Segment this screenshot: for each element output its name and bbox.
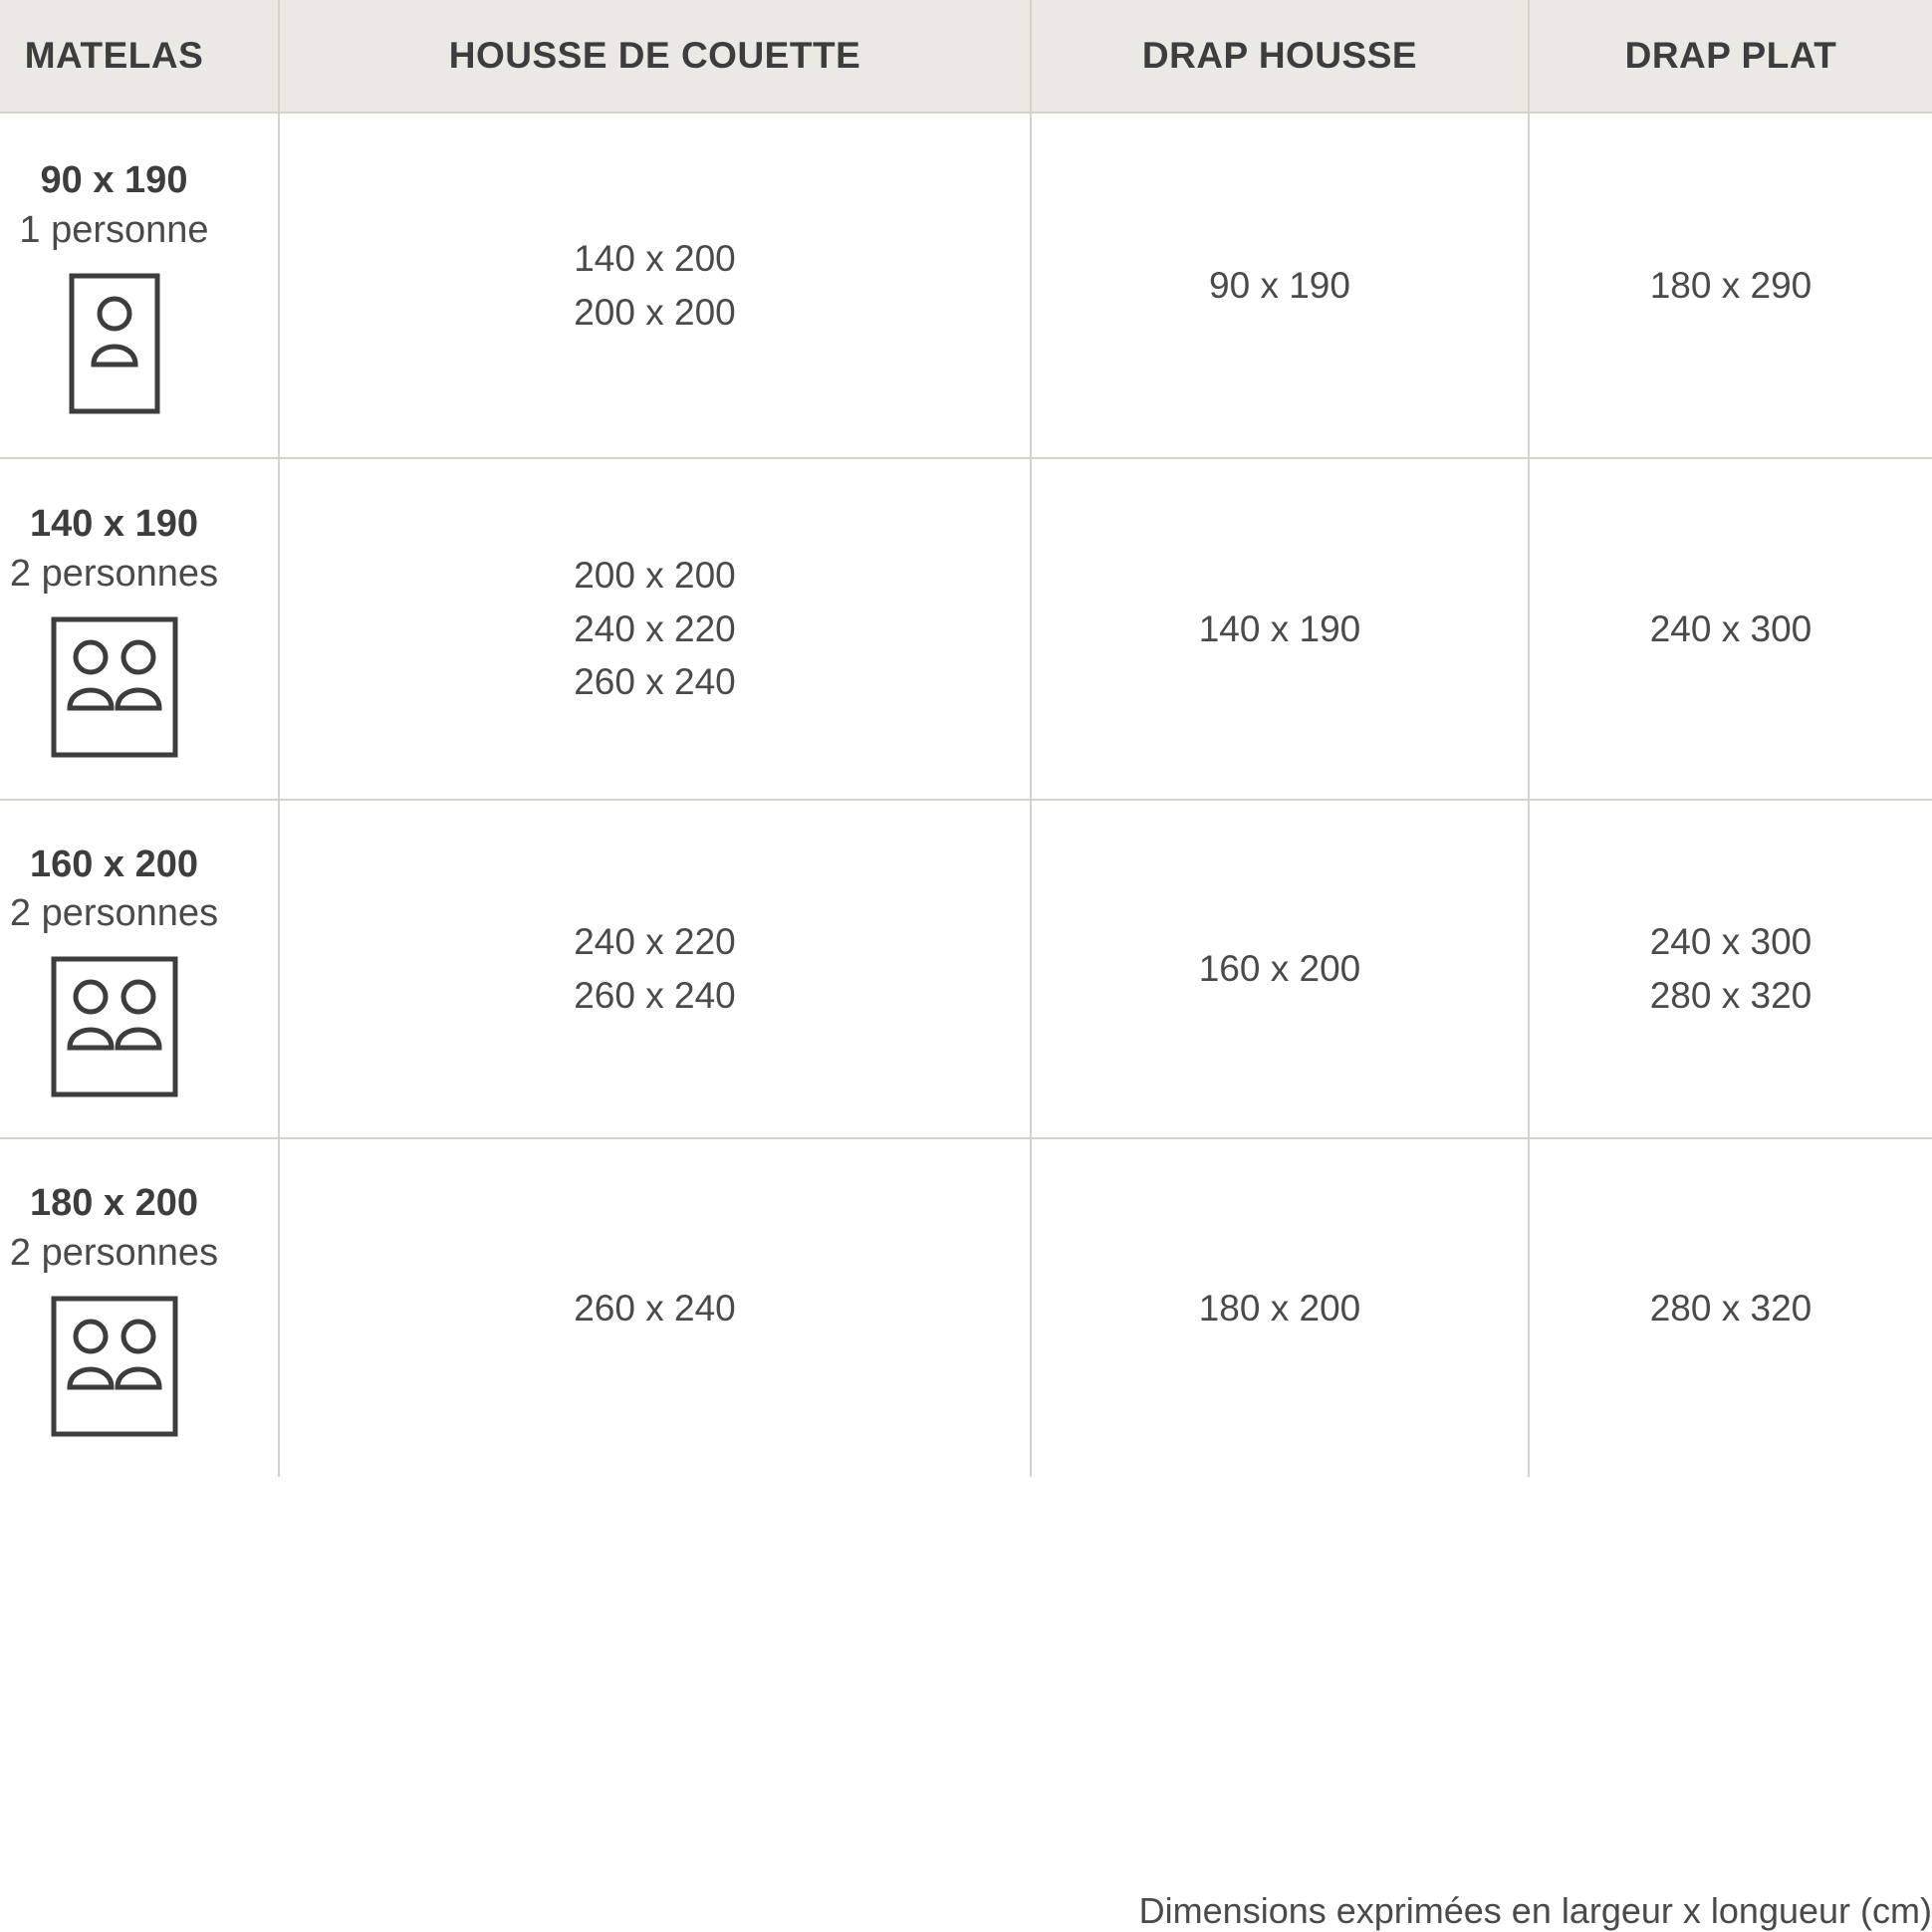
- dimension-value: 140 x 200: [574, 237, 736, 279]
- drap-plat-cell: 240 x 300: [1529, 457, 1932, 800]
- dimension-value: 280 x 320: [1649, 1287, 1812, 1328]
- matelas-cell: 140 x 190 2 personnes: [0, 457, 280, 800]
- dimension-list: 200 x 200 240 x 220 260 x 240: [290, 549, 1020, 709]
- dimension-list: 140 x 190: [1042, 603, 1518, 656]
- matelas-cell: 160 x 200 2 personnes: [0, 799, 280, 1138]
- dimension-value: 240 x 300: [1649, 607, 1812, 649]
- column-header-drap-housse: DRAP HOUSSE: [1031, 0, 1530, 113]
- table-row: 140 x 190 2 personnes 200 x 200 240 x 22…: [0, 457, 1932, 800]
- dimension-value: 140 x 190: [1198, 607, 1361, 649]
- drap-housse-cell: 180 x 200: [1031, 1137, 1530, 1477]
- dimension-list: 280 x 320: [1540, 1282, 1922, 1335]
- drap-housse-cell: 160 x 200: [1031, 799, 1530, 1138]
- dimension-value: 90 x 190: [1209, 264, 1350, 306]
- dimension-value: 240 x 220: [574, 607, 736, 649]
- housse-de-couette-cell: 260 x 240: [279, 1137, 1032, 1477]
- matelas-cell: 90 x 190 1 personne: [0, 112, 280, 458]
- dimension-list: 140 x 200 200 x 200: [290, 232, 1020, 339]
- dimension-list: 240 x 300 280 x 320: [1540, 915, 1922, 1022]
- dimension-list: 160 x 200: [1042, 942, 1518, 996]
- dimension-value: 260 x 240: [574, 975, 736, 1016]
- double-bed-icon: [51, 956, 177, 1097]
- size-comparison-table: MATELAS HOUSSE DE COUETTE DRAP HOUSSE DR…: [0, 0, 1932, 1477]
- housse-de-couette-cell: 200 x 200 240 x 220 260 x 240: [279, 457, 1032, 800]
- matelas-cell: 180 x 200 2 personnes: [0, 1137, 280, 1477]
- matelas-size-label: 180 x 200: [29, 1182, 199, 1225]
- matelas-size-label: 90 x 190: [40, 159, 188, 202]
- dimension-list: 240 x 220 260 x 240: [290, 915, 1020, 1022]
- column-header-housse-de-couette: HOUSSE DE COUETTE: [279, 0, 1032, 113]
- dimension-list: 90 x 190: [1042, 259, 1518, 313]
- dimension-value: 180 x 200: [1198, 1287, 1361, 1328]
- matelas-people-label: 1 personne: [19, 208, 209, 251]
- table-header: MATELAS HOUSSE DE COUETTE DRAP HOUSSE DR…: [0, 0, 1932, 113]
- housse-de-couette-cell: 240 x 220 260 x 240: [279, 799, 1032, 1138]
- table-row: 180 x 200 2 personnes 260 x 240: [0, 1137, 1932, 1477]
- drap-housse-cell: 140 x 190: [1031, 457, 1530, 800]
- dimension-value: 160 x 200: [1198, 948, 1361, 990]
- single-bed-icon: [69, 273, 159, 414]
- dimension-value: 200 x 200: [574, 291, 736, 333]
- dimension-value: 180 x 290: [1649, 264, 1812, 306]
- dimension-list: 240 x 300: [1540, 603, 1922, 656]
- matelas-people-label: 2 personnes: [9, 552, 219, 595]
- double-bed-icon: [51, 616, 177, 758]
- matelas-people-label: 2 personnes: [9, 1231, 219, 1274]
- dimension-value: 260 x 240: [574, 1287, 736, 1328]
- column-header-matelas: MATELAS: [0, 0, 280, 113]
- matelas-people-label: 2 personnes: [9, 892, 219, 934]
- dimension-list: 180 x 200: [1042, 1282, 1518, 1335]
- dimension-value: 240 x 300: [1649, 921, 1812, 963]
- dimension-value: 200 x 200: [574, 555, 736, 597]
- table-header-row: MATELAS HOUSSE DE COUETTE DRAP HOUSSE DR…: [0, 0, 1932, 113]
- dimension-list: 260 x 240: [290, 1282, 1020, 1335]
- footnote-text: Dimensions exprimées en largeur x longue…: [1138, 1890, 1932, 1931]
- double-bed-icon: [51, 1296, 177, 1437]
- table-row: 160 x 200 2 personnes 240 x 220 260 x 24…: [0, 799, 1932, 1138]
- drap-plat-cell: 240 x 300 280 x 320: [1529, 799, 1932, 1138]
- matelas-size-label: 160 x 200: [29, 843, 199, 885]
- column-header-drap-plat: DRAP PLAT: [1529, 0, 1932, 113]
- dimension-value: 240 x 220: [574, 921, 736, 963]
- housse-de-couette-cell: 140 x 200 200 x 200: [279, 112, 1032, 458]
- dimension-list: 180 x 290: [1540, 259, 1922, 313]
- drap-plat-cell: 180 x 290: [1529, 112, 1932, 458]
- matelas-size-label: 140 x 190: [29, 503, 199, 546]
- table-row: 90 x 190 1 personne 140 x 200 200 x 200: [0, 112, 1932, 458]
- table-body: 90 x 190 1 personne 140 x 200 200 x 200: [0, 112, 1932, 1477]
- dimension-value: 260 x 240: [574, 661, 736, 703]
- dimension-value: 280 x 320: [1649, 975, 1812, 1016]
- drap-plat-cell: 280 x 320: [1529, 1137, 1932, 1477]
- drap-housse-cell: 90 x 190: [1031, 112, 1530, 458]
